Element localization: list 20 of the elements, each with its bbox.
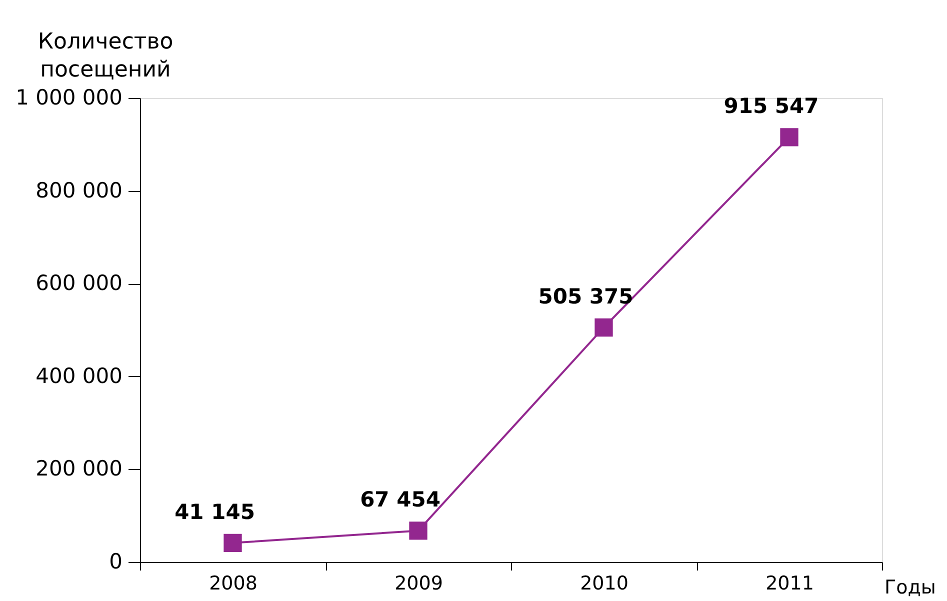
y-tick-label: 600 000	[36, 271, 122, 296]
y-tick-label: 800 000	[36, 178, 122, 202]
point	[224, 534, 242, 552]
point	[594, 318, 613, 337]
x-tick-label: 2010	[580, 572, 628, 594]
data-label: 915 547	[724, 94, 819, 118]
x-tick-label: 2011	[766, 572, 814, 594]
y-tick-label: 200 000	[36, 456, 122, 481]
x-tick-label: 2008	[209, 572, 258, 594]
x-axis-title: Годы	[884, 576, 936, 598]
x-tick-label: 2009	[394, 572, 443, 594]
y-tick-label: 1 000 000	[16, 86, 122, 110]
y-tick-label: 400 000	[36, 364, 122, 388]
data-label: 505 375	[538, 284, 634, 309]
data-label: 41 145	[174, 500, 255, 524]
y-tick-label: 0	[109, 550, 122, 574]
point	[780, 128, 798, 146]
data-label: 67 454	[360, 488, 440, 512]
y-axis-title: Количество посещений	[38, 30, 174, 82]
point	[409, 522, 428, 540]
